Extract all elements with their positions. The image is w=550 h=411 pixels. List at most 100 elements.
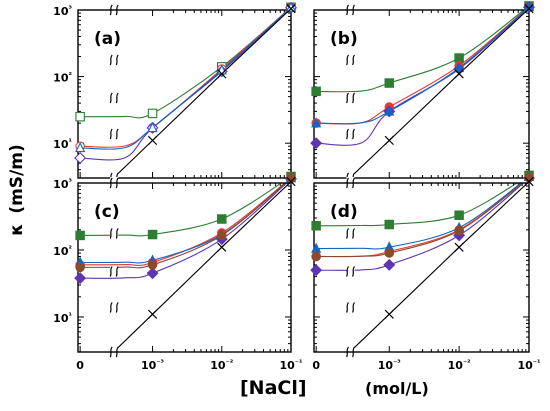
data-point [524, 176, 534, 187]
data-point [217, 214, 227, 224]
axis-break-mark [109, 128, 113, 140]
axis-break-mark [352, 228, 356, 239]
y-axis-label: κ (mS/m) [7, 144, 27, 236]
axis-break-mark [109, 54, 113, 66]
data-point [311, 117, 322, 128]
data-point [311, 86, 321, 97]
markers [74, 1, 297, 164]
series-line [80, 183, 286, 269]
x-tick-label: 10⁻³ [141, 358, 165, 373]
axis-break-gap [346, 301, 355, 314]
axis-break-mark [352, 266, 356, 277]
panel-label: (a) [94, 29, 121, 49]
data-point [147, 135, 158, 146]
data-point [75, 262, 85, 273]
x-tick-label: 0 [76, 359, 84, 372]
axis-break-mark [352, 128, 356, 140]
markers [310, 1, 535, 150]
axis-break-mark [115, 302, 119, 313]
axis-break-mark [109, 302, 113, 313]
markers [310, 170, 535, 319]
panel-d: (d) 0 10⁻³ 10⁻² 10⁻¹ [310, 170, 541, 373]
axis-break-gap [346, 92, 355, 104]
axis-break-gap [110, 128, 119, 140]
data-point [454, 242, 464, 252]
axis-break-mark [115, 128, 119, 140]
data-point [74, 151, 87, 164]
data-point [147, 108, 158, 119]
data-point [384, 248, 394, 258]
data-point [384, 135, 394, 146]
x-axis-unit: (mol/L) [365, 379, 429, 398]
axis-break-gap [346, 54, 355, 66]
panel-a: (a) 10¹ 10² 10³ [53, 1, 297, 184]
markers [74, 171, 297, 319]
y-tick-label: 10³ [53, 4, 72, 19]
series-line [316, 10, 527, 146]
axis-break-mark [352, 54, 356, 66]
data-point [310, 264, 323, 277]
data-point [147, 260, 158, 270]
axis-break-gap [346, 128, 355, 140]
axis-break-mark [346, 266, 350, 277]
axis-break-mark [115, 266, 119, 277]
series-line [352, 183, 529, 350]
panels: (a) 10¹ 10² 10³ (b) (c) 10¹ 10² 10³ 0 10⁻³ 10⁻² 10⁻¹… [53, 1, 541, 373]
data-point [454, 61, 465, 73]
axis-break-mark [346, 302, 350, 313]
axis-break-mark [115, 54, 119, 66]
axis-break-gap [110, 92, 119, 104]
x-tick-label: 10⁻¹ [517, 358, 541, 373]
axis-break-mark [346, 228, 350, 239]
data-point [524, 172, 534, 183]
y-tick-label: 10² [53, 243, 72, 258]
y-tick-label: 10¹ [53, 310, 72, 325]
y-tick-label: 10¹ [53, 137, 72, 152]
x-tick-label: 10⁻² [210, 358, 234, 373]
data-point [384, 105, 395, 116]
axis-break-gap [110, 54, 119, 66]
data-point [74, 272, 87, 285]
axis-break-mark [346, 92, 350, 104]
x-tick-label: 10⁻² [448, 358, 472, 373]
data-point [384, 78, 394, 88]
axis-break-mark [346, 54, 350, 66]
axis-break-mark [115, 92, 119, 104]
y-axis-symbol: κ [7, 224, 27, 236]
panel-b: (b) [310, 1, 535, 184]
data-point [383, 258, 396, 271]
axis-break-gap [110, 301, 119, 314]
axis-break-mark [109, 228, 113, 239]
x-tick-label: 0 [312, 359, 320, 372]
data-point [454, 69, 464, 79]
data-point [147, 229, 158, 240]
axis-break-mark [115, 228, 119, 239]
data-point [384, 309, 394, 319]
data-point [384, 219, 394, 230]
panel-label: (b) [330, 29, 358, 49]
data-point [75, 141, 86, 153]
series-line [80, 10, 290, 150]
y-tick-label: 10² [53, 70, 72, 85]
data-point [524, 3, 534, 14]
plot-frame [77, 9, 292, 179]
series-line [352, 10, 529, 176]
data-point [454, 210, 464, 221]
data-point [286, 3, 296, 14]
data-point [147, 309, 158, 319]
data-point [217, 230, 227, 241]
data-point [146, 267, 159, 280]
axis-break-gap [110, 265, 119, 278]
panel-c: (c) 10¹ 10² 10³ 0 10⁻³ 10⁻² 10⁻¹ [53, 171, 303, 373]
axis-break-mark [109, 92, 113, 104]
axis-break-mark [352, 302, 356, 313]
curves [316, 10, 529, 176]
axis-break-gap [346, 265, 355, 278]
data-point [286, 176, 296, 187]
data-point [311, 251, 321, 262]
axis-break-mark [346, 128, 350, 140]
data-point [75, 111, 85, 122]
x-tick-label: 10⁻³ [378, 358, 402, 373]
series-line [316, 10, 527, 125]
